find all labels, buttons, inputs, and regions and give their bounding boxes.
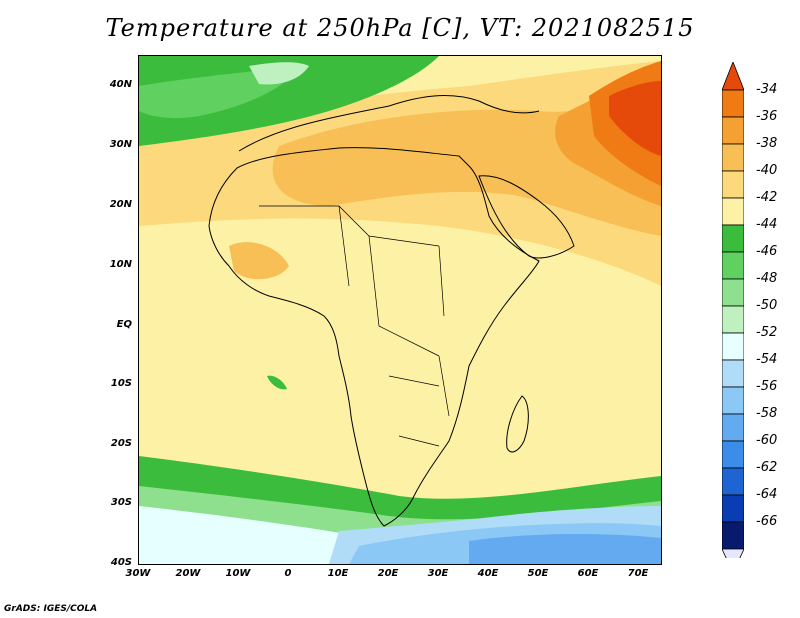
colorbar-tick-label: -58 bbox=[756, 406, 778, 421]
colorbar-tick-label: -48 bbox=[756, 271, 778, 286]
madagascar-coastline bbox=[506, 395, 529, 453]
colorbar-swatch bbox=[721, 359, 745, 388]
lat-label-30s: 30S bbox=[110, 497, 132, 508]
colorbar bbox=[721, 60, 745, 574]
lon-label-0: 0 bbox=[284, 568, 292, 579]
colorbar-swatches bbox=[721, 60, 745, 574]
lat-label-10n: 10N bbox=[109, 259, 132, 270]
lat-label-40n: 40N bbox=[109, 79, 132, 90]
colorbar-tick-label: -62 bbox=[756, 460, 778, 475]
lon-label-20w: 20W bbox=[175, 568, 201, 579]
temperature-map bbox=[139, 56, 661, 564]
colorbar-swatch bbox=[721, 332, 745, 361]
lat-label-20s: 20S bbox=[110, 438, 132, 449]
colorbar-swatch bbox=[721, 413, 745, 442]
africa-coastline bbox=[208, 147, 540, 527]
colorbar-swatch bbox=[721, 251, 745, 280]
colorbar-swatch bbox=[721, 494, 745, 523]
colorbar-swatch bbox=[721, 170, 745, 199]
lon-label-10w: 10W bbox=[225, 568, 251, 579]
lat-label-30n: 30N bbox=[109, 139, 132, 150]
lon-label-50e: 50E bbox=[527, 568, 549, 579]
colorbar-swatch bbox=[721, 116, 745, 145]
credit-text: GrADS: IGES/COLA bbox=[4, 604, 98, 614]
colorbar-tick-label: -66 bbox=[756, 514, 778, 529]
colorbar-bottom-arrow bbox=[721, 548, 745, 574]
colorbar-tick-label: -64 bbox=[756, 487, 778, 502]
colorbar-swatch bbox=[721, 467, 745, 496]
field-minus58-south bbox=[469, 533, 661, 564]
colorbar-tick-label: -60 bbox=[756, 433, 778, 448]
colorbar-tick-label: -42 bbox=[756, 190, 778, 205]
arabia-coastline bbox=[478, 175, 575, 259]
colorbar-tick-label: -44 bbox=[756, 217, 778, 232]
colorbar-swatch bbox=[721, 197, 745, 226]
colorbar-swatch bbox=[721, 386, 745, 415]
chart-title: Temperature at 250hPa [C], VT: 202108251… bbox=[105, 14, 695, 42]
lon-label-70e: 70E bbox=[627, 568, 649, 579]
lon-label-30e: 30E bbox=[427, 568, 449, 579]
lat-label-10s: 10S bbox=[110, 378, 132, 389]
field-blob bbox=[267, 375, 287, 390]
colorbar-swatch bbox=[721, 224, 745, 253]
colorbar-swatch bbox=[721, 440, 745, 469]
lon-label-40e: 40E bbox=[477, 568, 499, 579]
colorbar-top-arrow bbox=[721, 60, 745, 91]
map-panel bbox=[138, 55, 662, 565]
field-wa-patch bbox=[229, 242, 289, 280]
lon-label-10e: 10E bbox=[327, 568, 349, 579]
lat-label-eq: EQ bbox=[116, 319, 132, 330]
colorbar-swatch bbox=[721, 143, 745, 172]
colorbar-tick-label: -52 bbox=[756, 325, 778, 340]
colorbar-tick-label: -40 bbox=[756, 163, 778, 178]
lon-label-60e: 60E bbox=[577, 568, 599, 579]
lat-label-40s: 40S bbox=[110, 557, 132, 568]
colorbar-swatch bbox=[721, 521, 745, 550]
europe-coastline bbox=[238, 95, 540, 152]
colorbar-tick-label: -56 bbox=[756, 379, 778, 394]
colorbar-swatch bbox=[721, 305, 745, 334]
colorbar-tick-label: -34 bbox=[756, 82, 778, 97]
lat-label-20n: 20N bbox=[109, 199, 132, 210]
colorbar-tick-label: -36 bbox=[756, 109, 778, 124]
field-minus50-north bbox=[249, 62, 309, 85]
lon-label-20e: 20E bbox=[377, 568, 399, 579]
country-borders bbox=[259, 205, 450, 447]
lon-label-30w: 30W bbox=[125, 568, 151, 579]
colorbar-tick-label: -54 bbox=[756, 352, 778, 367]
colorbar-swatch bbox=[721, 89, 745, 118]
colorbar-tick-label: -46 bbox=[756, 244, 778, 259]
colorbar-tick-label: -50 bbox=[756, 298, 778, 313]
colorbar-swatch bbox=[721, 278, 745, 307]
field-minus34 bbox=[609, 81, 661, 156]
colorbar-tick-label: -38 bbox=[756, 136, 778, 151]
